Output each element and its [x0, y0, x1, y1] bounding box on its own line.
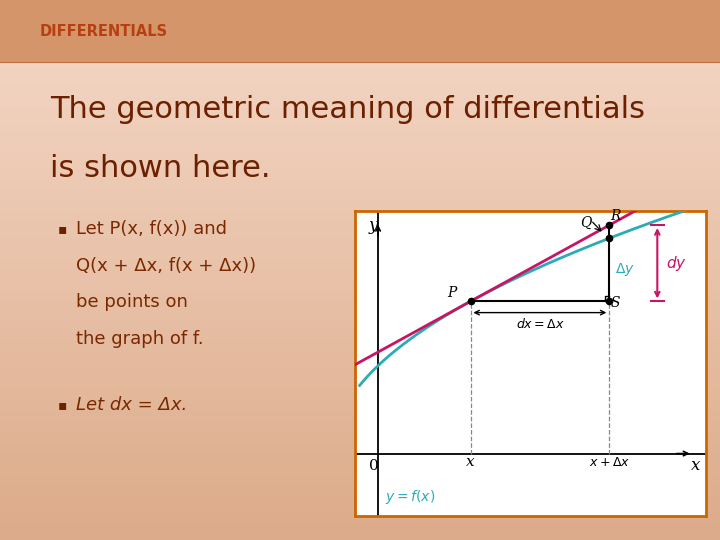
Text: Let P(x, f(x)) and: Let P(x, f(x)) and	[76, 220, 227, 238]
Text: the graph of f.: the graph of f.	[76, 330, 203, 348]
Text: Let dx = Δx.: Let dx = Δx.	[76, 396, 187, 414]
Text: $x + \Delta x$: $x + \Delta x$	[589, 456, 630, 469]
Text: Q(x + Δx, f(x + Δx)): Q(x + Δx, f(x + Δx))	[76, 256, 256, 275]
Text: P: P	[447, 286, 456, 300]
Text: $\Delta y$: $\Delta y$	[615, 261, 634, 278]
Text: x: x	[690, 457, 700, 475]
Text: S: S	[611, 296, 621, 310]
Text: $dy$: $dy$	[665, 254, 686, 273]
FancyBboxPatch shape	[0, 0, 720, 62]
Text: ▪: ▪	[58, 222, 67, 236]
Text: R: R	[611, 208, 621, 222]
Text: is shown here.: is shown here.	[50, 154, 271, 183]
Text: Q: Q	[580, 216, 592, 230]
Text: y: y	[369, 217, 378, 234]
Text: $y = f(x)$: $y = f(x)$	[385, 488, 436, 506]
Text: be points on: be points on	[76, 293, 187, 312]
Text: 0: 0	[369, 459, 379, 473]
Text: ▪: ▪	[58, 398, 67, 412]
Text: DIFFERENTIALS: DIFFERENTIALS	[40, 24, 168, 38]
Text: x: x	[467, 455, 475, 469]
Text: The geometric meaning of differentials: The geometric meaning of differentials	[50, 94, 645, 124]
Text: $dx = \Delta x$: $dx = \Delta x$	[516, 318, 564, 332]
